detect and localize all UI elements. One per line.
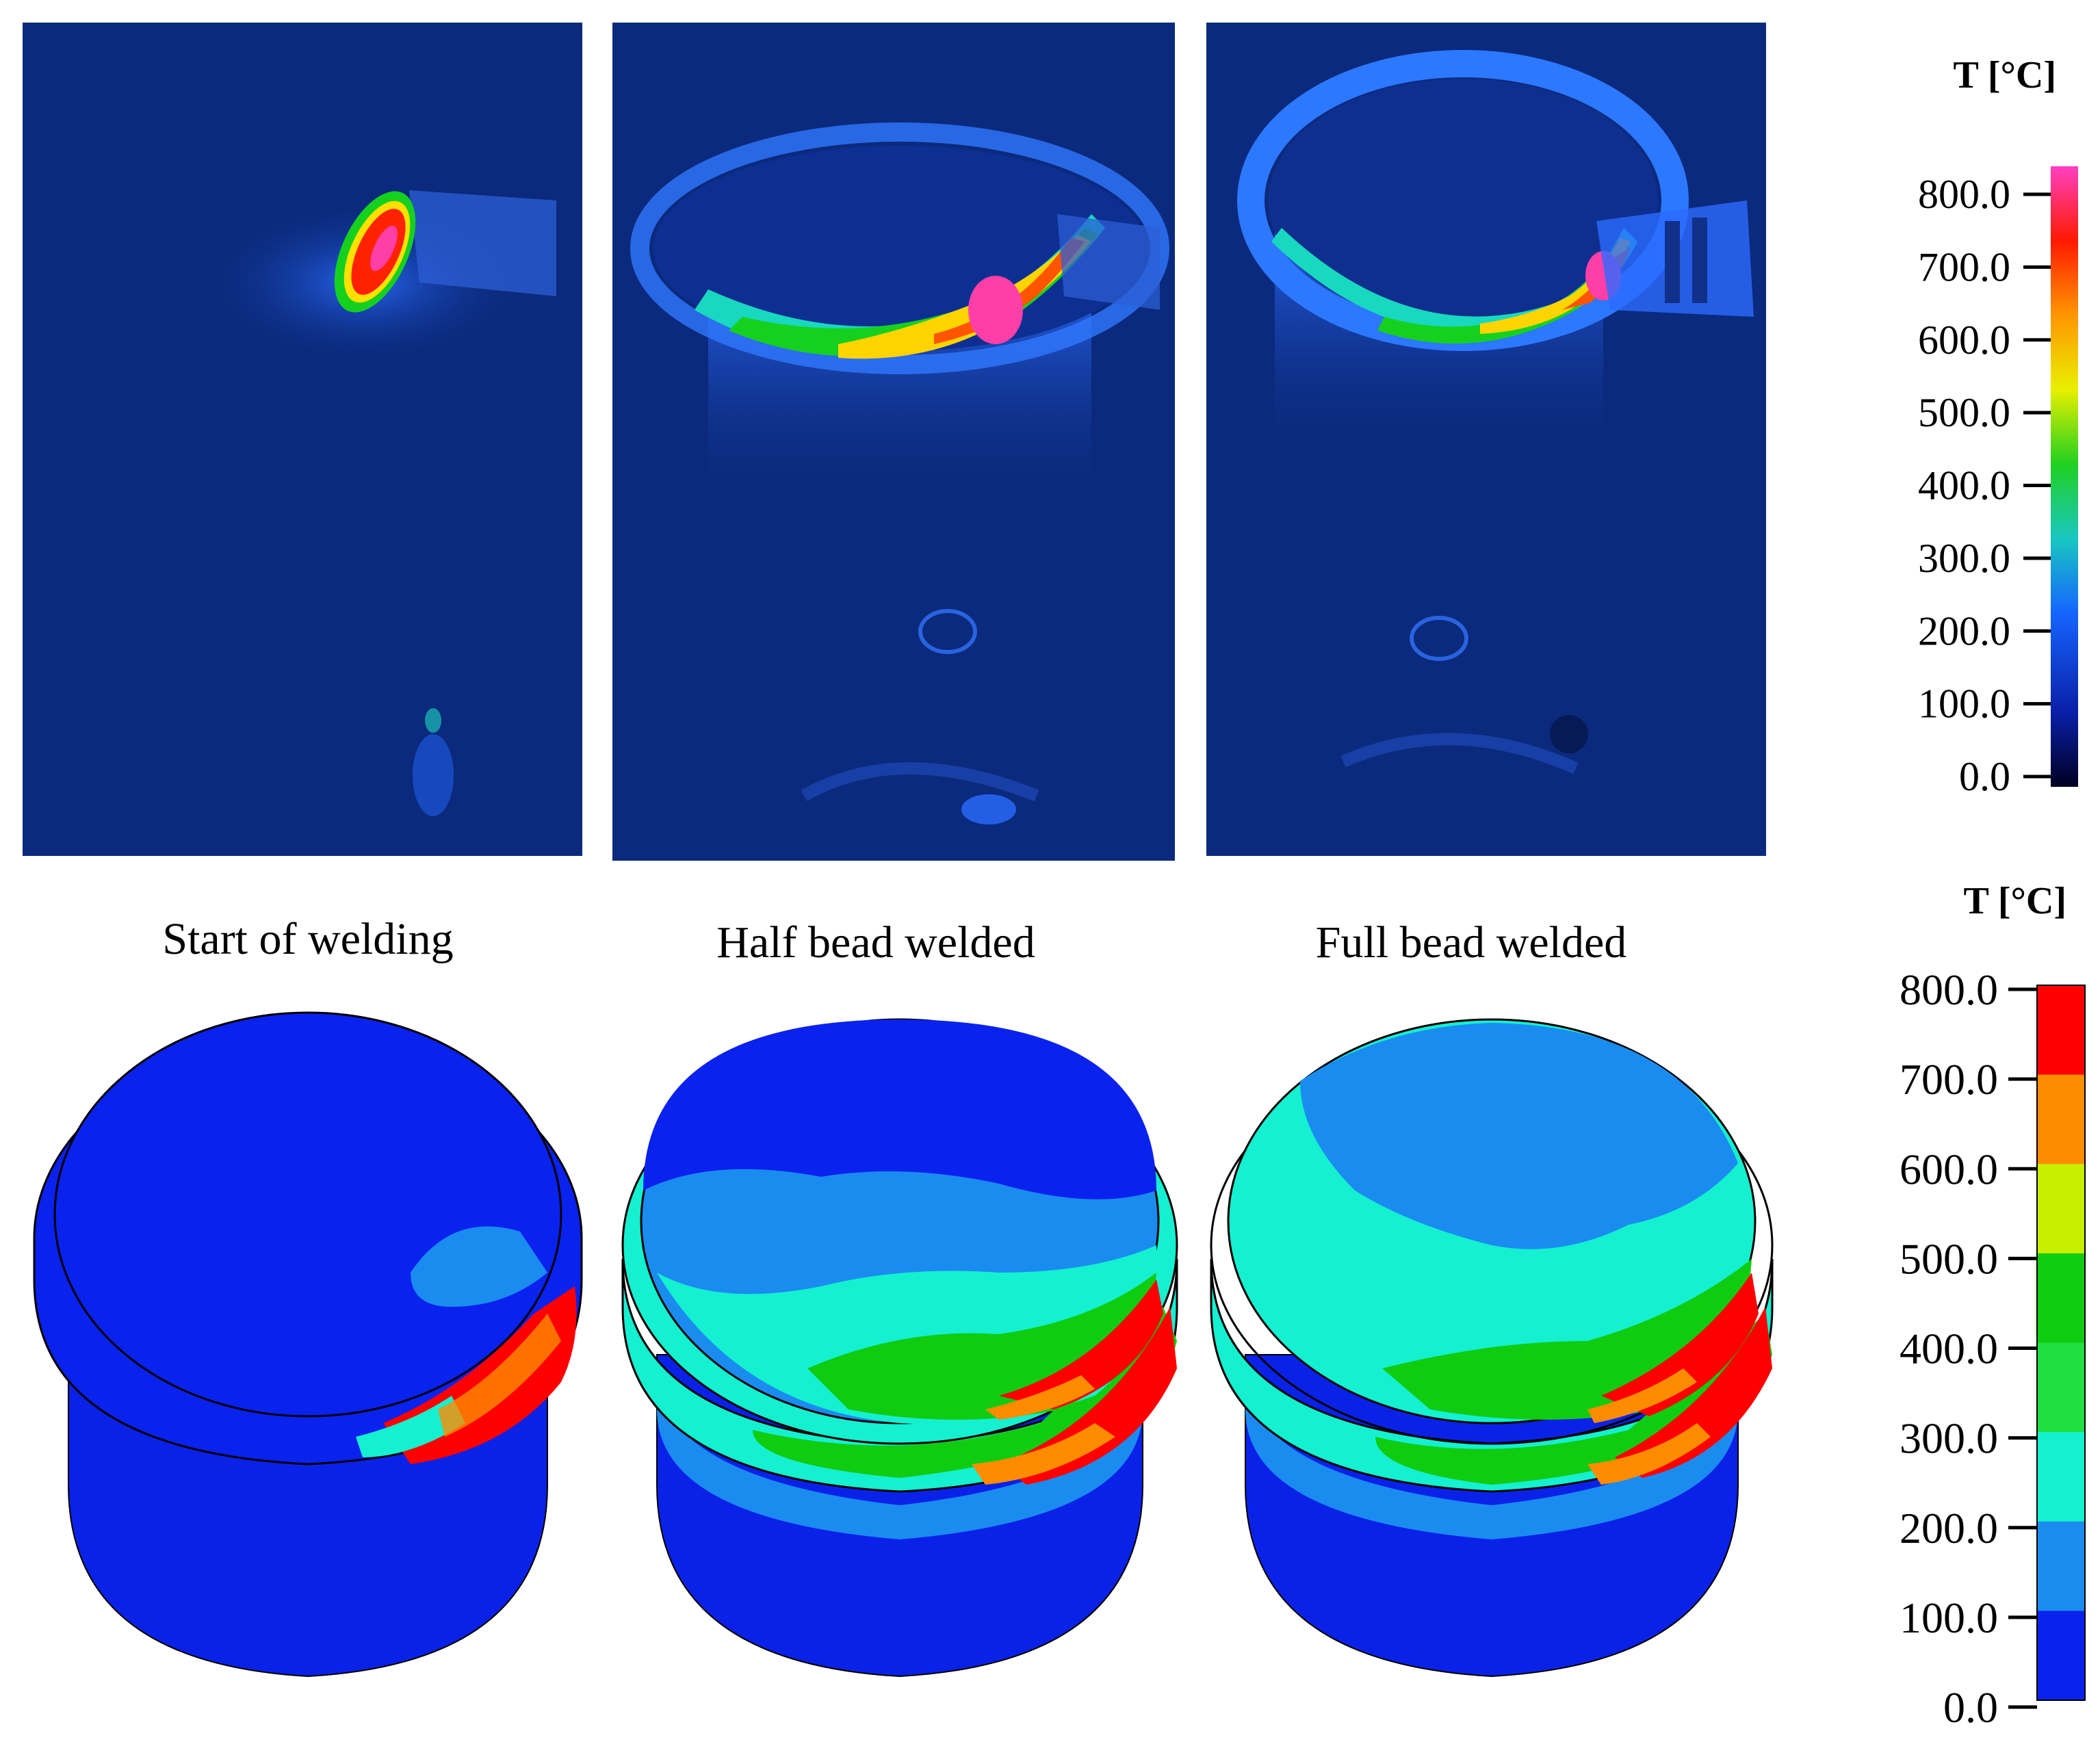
fem-model-start: [33, 1011, 583, 1678]
colorbar-fem-tick-label: 800.0: [1900, 965, 1998, 1014]
caption-start: Start of welding: [162, 914, 454, 964]
colorbar-fem-tick-label: 300.0: [1900, 1414, 1998, 1463]
colorbar-thermal: T [°C] 800.0 700.0 600.0 500.0 400.0 300.0 200…: [1918, 54, 2078, 799]
colorbar-fem-band: [2037, 1611, 2085, 1701]
colorbar-fem-tick-label: 100.0: [1900, 1593, 1998, 1642]
caption-half: Half bead welded: [716, 917, 1035, 967]
colorbar-thermal-tick-label: 600.0: [1918, 317, 2010, 363]
colorbar-fem-band: [2037, 985, 2085, 1076]
colorbar-fem-band: [2037, 1432, 2085, 1522]
colorbar-fem-title: T [°C]: [1964, 880, 2066, 922]
colorbar-fem-tick-label: 200.0: [1900, 1504, 1998, 1552]
colorbar-thermal-title: T [°C]: [1954, 54, 2056, 96]
colorbar-thermal-tick-label: 100.0: [1918, 681, 2010, 727]
colorbar-fem-tick-label: 0.0: [1943, 1683, 1998, 1728]
colorbar-fem-tick-label: 700.0: [1900, 1055, 1998, 1104]
thermal-image-full: [1206, 23, 1766, 856]
colorbar-thermal-tick-label: 700.0: [1918, 244, 2010, 289]
colorbar-fem-frame: [2036, 985, 2086, 1701]
colorbar-thermal-tick-label: 500.0: [1918, 390, 2010, 435]
colorbar-fem: T [°C] 800.0 700.0 600.0 500.0 400.0 300.0 200…: [1900, 880, 2086, 1728]
colorbar-thermal-tick-label: 0.0: [1959, 754, 2010, 799]
colorbar-fem-band: [2037, 1342, 2085, 1433]
colorbar-fem-band: [2037, 1521, 2085, 1612]
colorbar-thermal-tick-label: 400.0: [1918, 463, 2010, 508]
colorbar-fem-tick-label: 400.0: [1900, 1325, 1998, 1373]
colorbar-thermal-tick-label: 800.0: [1918, 172, 2010, 217]
fem-model-full: [1210, 1018, 1774, 1678]
colorbar-fem-tick-label: 600.0: [1900, 1145, 1998, 1193]
colorbar-thermal-tick-label: 200.0: [1918, 608, 2010, 653]
thermal-image-start: [23, 23, 582, 856]
colorbar-fem-band: [2037, 1074, 2085, 1165]
fem-model-half: [621, 1018, 1178, 1678]
colorbar-thermal-tick-label: 300.0: [1918, 536, 2010, 581]
thermal-image-half: [612, 23, 1175, 861]
colorbar-fem-band: [2037, 1164, 2085, 1254]
colorbar-fem-band: [2037, 1253, 2085, 1344]
caption-full: Full bead welded: [1315, 917, 1627, 967]
colorbar-fem-tick-label: 500.0: [1900, 1234, 1998, 1283]
